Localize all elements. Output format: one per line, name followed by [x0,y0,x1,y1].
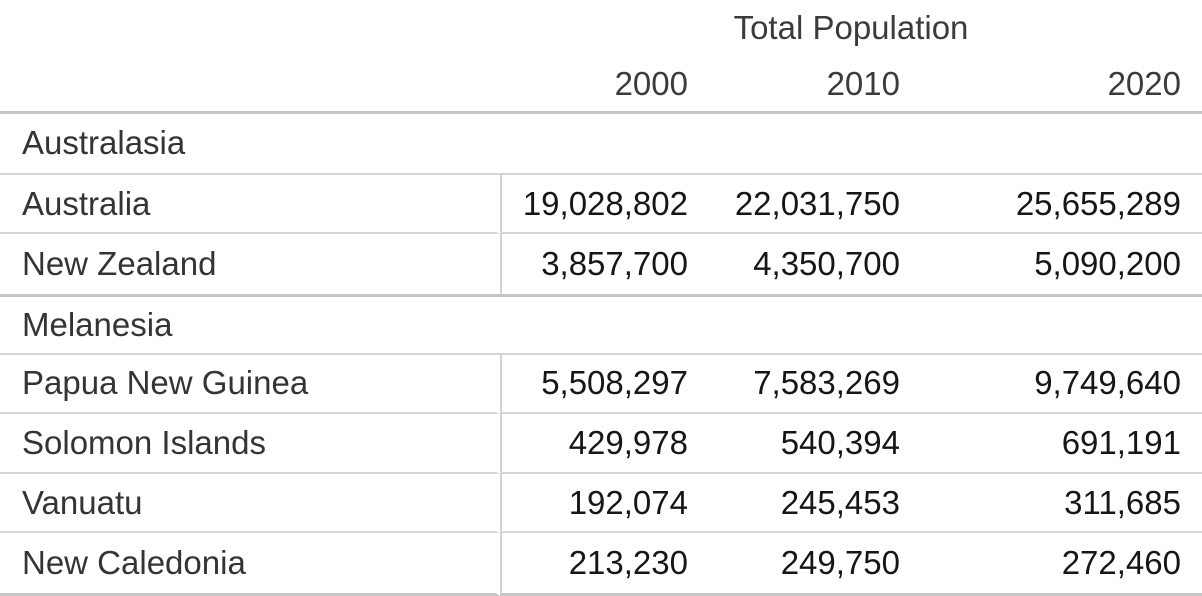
population-value-2000: 3,857,700 [500,234,690,294]
row-label: New Zealand [0,234,500,294]
population-value-2010: 4,350,700 [753,245,900,283]
population-value-2020: 5,090,200 [1034,245,1181,283]
table-row-solomon-islands: Solomon Islands 429,978 540,394 691,191 [0,414,1202,474]
year-header-2010: 2010 [690,57,902,115]
row-label: New Caledonia [0,533,500,596]
population-value-2010: 245,453 [690,474,902,534]
table-row-papua-new-guinea: Papua New Guinea 5,508,297 7,583,269 9,7… [0,354,1202,415]
table-header-group-row: Total Population [0,0,1202,57]
population-value-2020: 25,655,289 [902,175,1202,235]
section-header-melanesia: Melanesia [0,293,1202,355]
table-row-australia: Australia 19,028,802 22,031,750 25,655,2… [0,174,1202,235]
header-spacer-cell [0,0,500,57]
population-value-2000: 429,978 [500,414,690,474]
year-header-2000: 2000 [500,57,690,115]
population-value-2020: 272,460 [902,533,1202,596]
row-label: Solomon Islands [0,414,500,474]
table-row-new-caledonia: New Caledonia 213,230 249,750 272,460 [0,533,1202,596]
table-row-new-zealand: New Zealand 3,857,700 4,350,700 5,090,20… [0,234,1202,294]
year-header-2020: 2020 [902,57,1202,115]
section-label: Australasia [0,114,1202,175]
population-value-2020: 311,685 [902,474,1202,534]
table-header-years-row: 2000 2010 2020 [0,57,1202,115]
population-value-2020: 691,191 [902,414,1202,474]
total-population-header: Total Population [733,9,969,47]
row-label: Australia [0,174,500,235]
section-label: Melanesia [0,293,1202,355]
population-value-2020: 9,749,640 [902,355,1202,415]
population-value-2010: 249,750 [690,533,902,596]
population-value-2000: 19,028,802 [500,174,690,235]
section-header-australasia: Australasia [0,114,1202,175]
table-row-vanuatu: Vanuatu 192,074 245,453 311,685 [0,473,1202,534]
population-value-2010: 540,394 [690,414,902,474]
header-spacer-cell [0,57,500,115]
population-value-2000: 192,074 [500,473,690,534]
population-value-2010: 7,583,269 [690,355,902,415]
population-value-2000: 5,508,297 [500,354,690,415]
population-value-2000: 213,230 [500,533,690,596]
row-label: Papua New Guinea [0,354,500,415]
population-value-2010: 22,031,750 [690,175,902,235]
row-label: Vanuatu [0,473,500,534]
